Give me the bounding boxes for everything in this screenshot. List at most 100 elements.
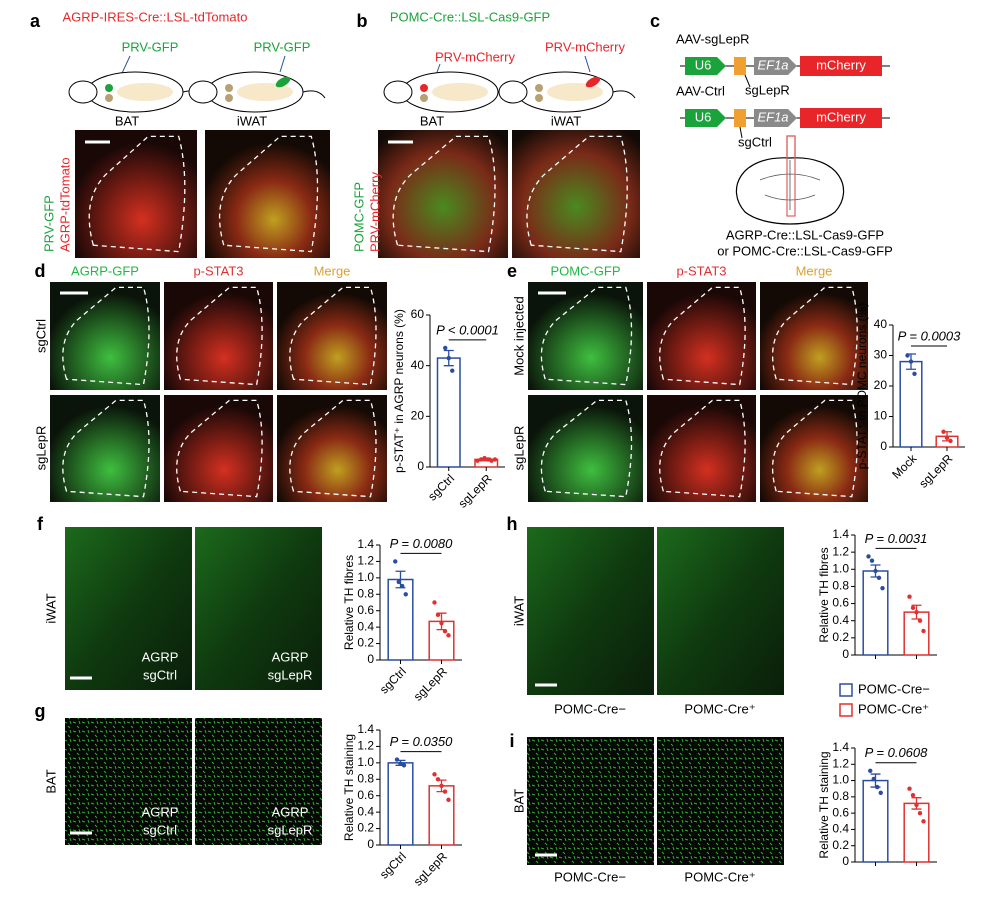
ef1a bbox=[754, 57, 797, 75]
data-point bbox=[910, 793, 916, 798]
y-tick-label: 10 bbox=[874, 409, 888, 423]
label: iWAT bbox=[43, 593, 58, 623]
y-tick-label: 1.4 bbox=[357, 722, 374, 736]
x-tick-label: sgLepR bbox=[455, 471, 494, 510]
label: sgLepR bbox=[511, 426, 526, 471]
data-point bbox=[398, 761, 403, 766]
mouse-head bbox=[68, 80, 98, 104]
data-point bbox=[948, 438, 953, 444]
region-outline bbox=[218, 135, 319, 253]
ef1a bbox=[754, 109, 797, 127]
label: PRV-GFP bbox=[122, 39, 179, 54]
micrograph bbox=[50, 395, 160, 502]
data-point bbox=[442, 789, 448, 794]
micrograph bbox=[528, 282, 643, 390]
data-point bbox=[910, 605, 916, 611]
gene bbox=[800, 56, 882, 76]
label: sgLepR bbox=[268, 667, 313, 682]
y-axis-label: Relative TH fibres bbox=[342, 555, 356, 650]
bar bbox=[387, 762, 414, 846]
label: POMC-Cre⁺ bbox=[684, 869, 755, 884]
x-tick-label: sgLepR bbox=[916, 451, 955, 490]
fat-depot bbox=[585, 76, 601, 88]
label: sgCtrl bbox=[33, 319, 48, 353]
brain-detail bbox=[759, 160, 821, 210]
fat-depot bbox=[225, 94, 233, 102]
y-tick-label: 1.0 bbox=[357, 755, 374, 769]
y-tick-label: 1.4 bbox=[832, 527, 849, 541]
panel-letter: b bbox=[357, 11, 368, 31]
label: p-STAT3 bbox=[193, 263, 243, 278]
label: PRV-GFP bbox=[254, 39, 311, 54]
y-tick-label: 0.2 bbox=[357, 636, 374, 650]
micrograph bbox=[277, 395, 387, 502]
label: sgLepR bbox=[745, 82, 790, 97]
mouse-head bbox=[498, 80, 528, 104]
x-tick-label: sgLepR bbox=[411, 849, 450, 888]
panel-letter: h bbox=[507, 514, 518, 534]
data-point bbox=[450, 368, 455, 373]
label: BAT bbox=[115, 113, 139, 128]
bar bbox=[899, 360, 923, 448]
mouse-fat bbox=[237, 83, 293, 101]
mouse-head bbox=[383, 80, 413, 104]
data-point bbox=[880, 585, 885, 591]
p-value: P = 0.0031 bbox=[865, 531, 928, 546]
p-value: P = 0.0350 bbox=[390, 734, 454, 749]
region-outline bbox=[526, 135, 628, 253]
data-point bbox=[432, 772, 437, 777]
panel-letter: d bbox=[35, 261, 46, 281]
data-point bbox=[868, 768, 873, 773]
bar bbox=[862, 779, 889, 863]
data-point bbox=[482, 455, 487, 461]
legend-swatch bbox=[839, 683, 853, 697]
label: PRV-mCherry bbox=[545, 39, 625, 54]
data-point bbox=[489, 458, 494, 463]
y-tick-label: 0 bbox=[367, 837, 374, 851]
label: AGRP bbox=[142, 649, 179, 664]
x-tick-label: Mock bbox=[889, 451, 920, 482]
micrograph bbox=[760, 282, 868, 390]
label: BAT bbox=[511, 789, 526, 813]
data-point bbox=[439, 783, 444, 789]
pointer bbox=[279, 55, 286, 73]
promoter bbox=[685, 109, 726, 127]
micrograph bbox=[205, 130, 330, 258]
panel-letter: i bbox=[509, 731, 514, 751]
fat-depot bbox=[275, 76, 291, 88]
label: mCherry bbox=[816, 109, 866, 124]
label: sgCtrl bbox=[143, 667, 177, 682]
y-tick-label: 0.6 bbox=[832, 805, 849, 819]
data-point bbox=[439, 620, 444, 626]
y-tick-label: 1.2 bbox=[832, 544, 849, 558]
mouse-head bbox=[188, 80, 218, 104]
y-tick-label: 0.4 bbox=[357, 804, 374, 818]
label: POMC-Cre::LSL-Cas9-GFP bbox=[390, 9, 550, 24]
data-point bbox=[921, 819, 926, 824]
y-tick-label: 0 bbox=[842, 854, 849, 868]
label: PRV-mCherry bbox=[367, 172, 382, 252]
data-point bbox=[875, 784, 880, 790]
fat-depot bbox=[105, 94, 113, 102]
region-outline bbox=[176, 399, 263, 498]
micrograph bbox=[378, 130, 508, 258]
region-outline bbox=[62, 399, 150, 498]
fat-depot bbox=[420, 94, 428, 102]
guide bbox=[734, 109, 746, 127]
label: or POMC-Cre::LSL-Cas9-GFP bbox=[717, 243, 893, 258]
x-tick-label: sgLepR bbox=[411, 664, 450, 703]
data-point bbox=[908, 359, 914, 364]
y-tick-label: 1.2 bbox=[357, 554, 374, 568]
region-outline bbox=[540, 286, 633, 386]
y-tick-label: 0 bbox=[842, 647, 849, 661]
y-tick-label: 0.6 bbox=[357, 788, 374, 802]
data-point bbox=[401, 763, 407, 768]
y-tick-label: 0.8 bbox=[357, 586, 374, 600]
label: mCherry bbox=[816, 57, 866, 72]
region-outline bbox=[771, 399, 858, 498]
y-axis-label: Relative TH staining bbox=[342, 734, 356, 841]
promoter bbox=[685, 57, 726, 75]
data-point bbox=[443, 345, 448, 351]
injection bbox=[786, 135, 796, 217]
